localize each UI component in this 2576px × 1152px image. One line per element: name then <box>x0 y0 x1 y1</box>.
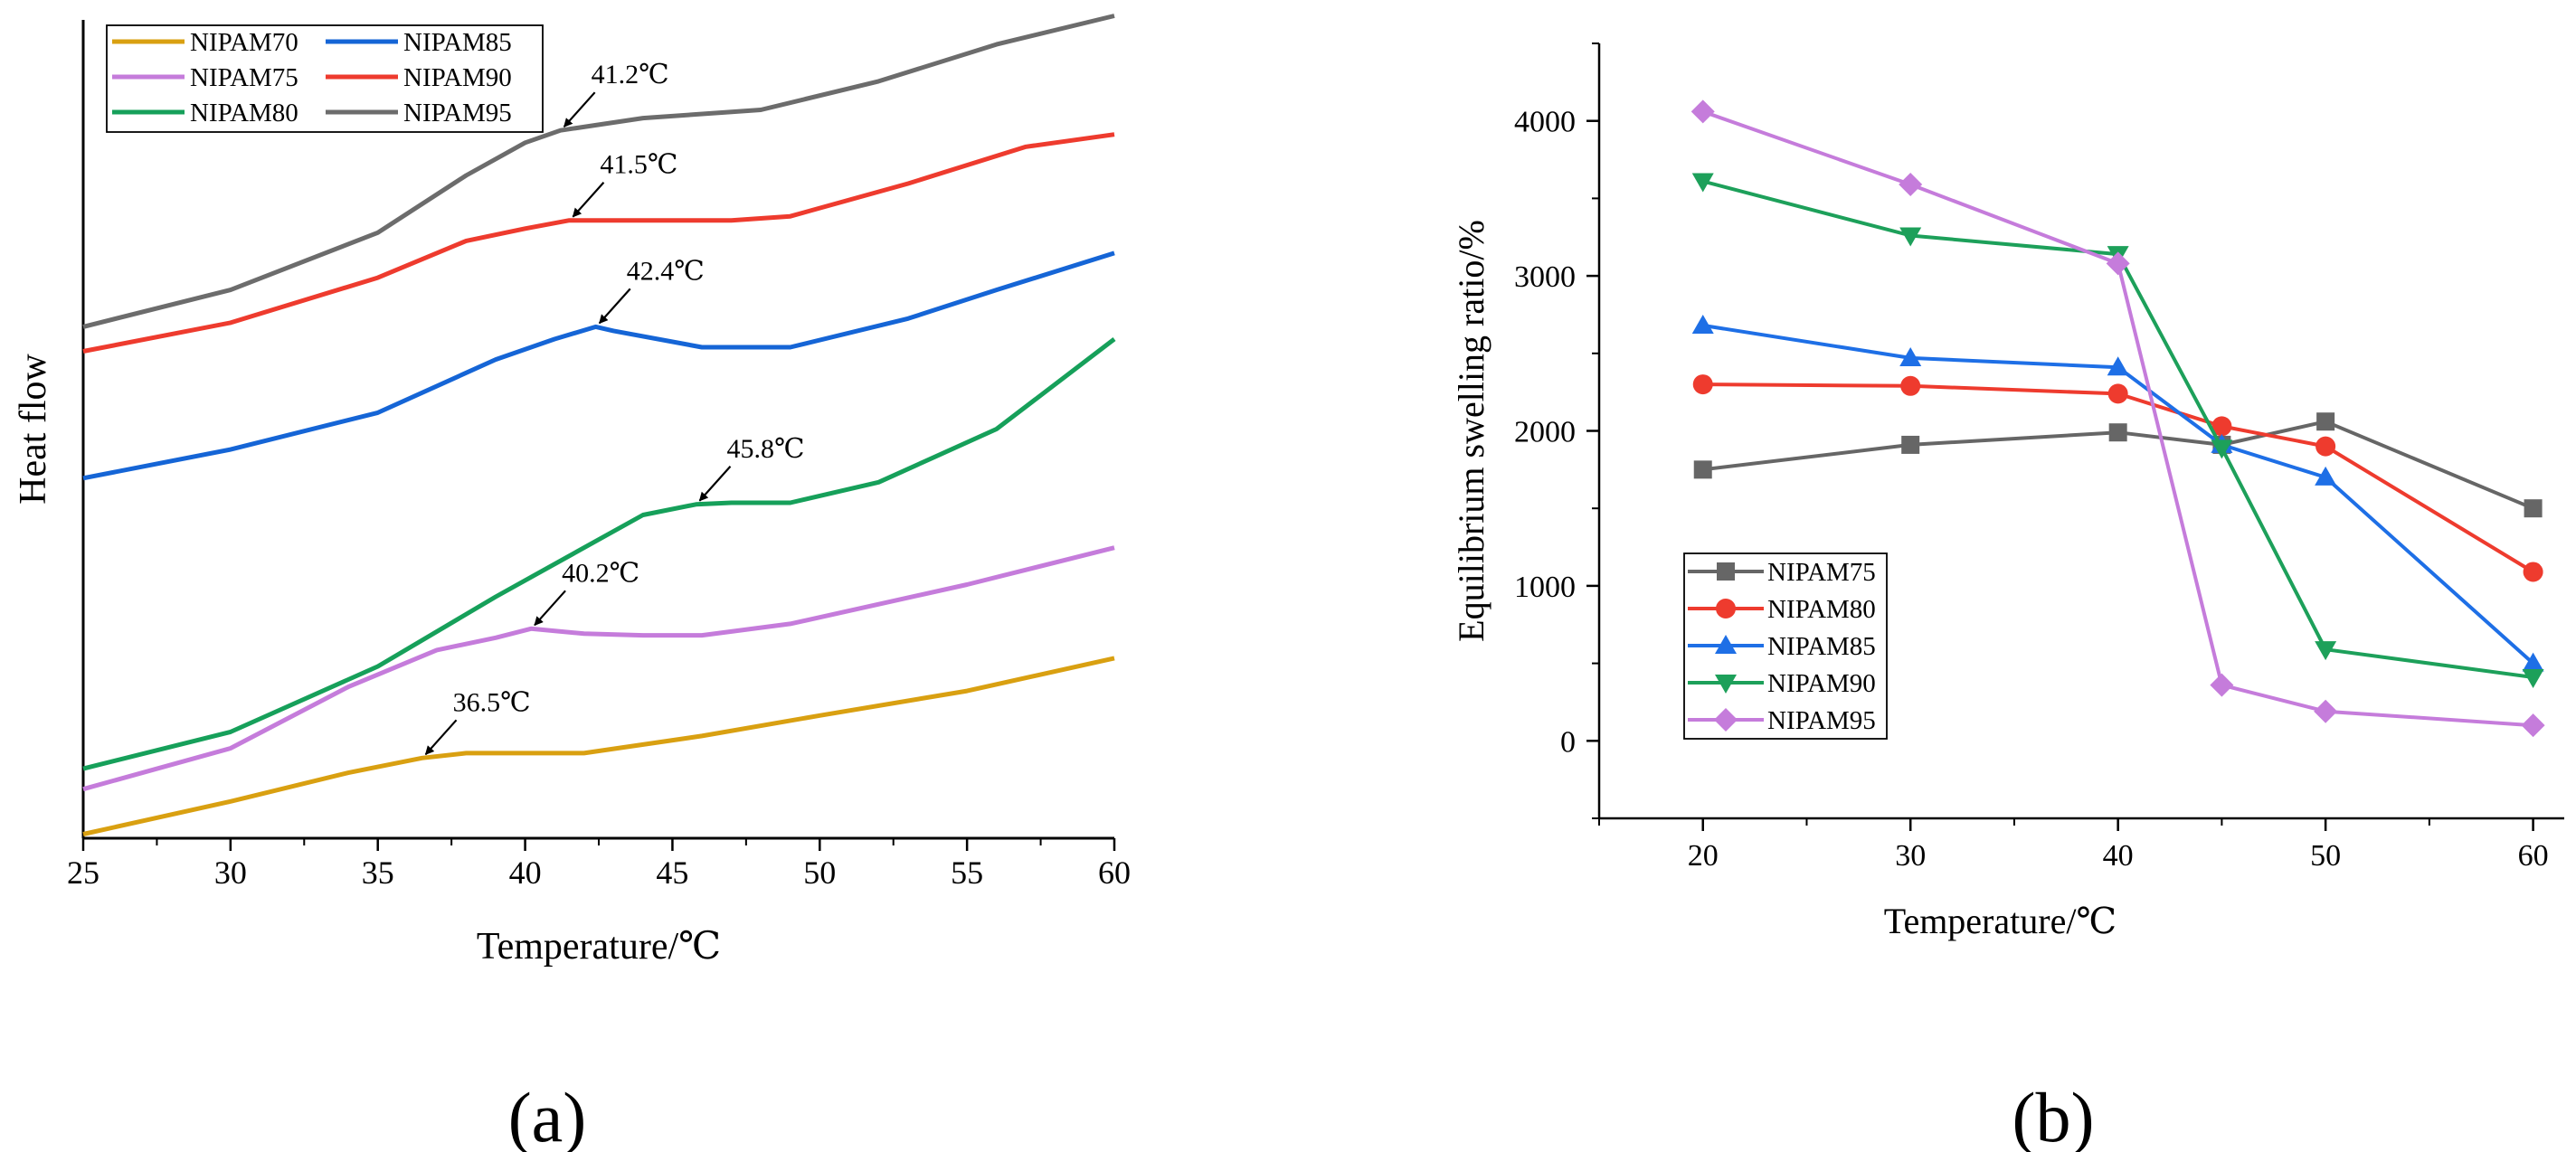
annotation-label: 40.2℃ <box>562 558 639 588</box>
legend-b-marker-NIPAM90 <box>1715 675 1737 694</box>
x-axis-label-a: Temperature/℃ <box>477 926 721 968</box>
legend-b-label-NIPAM75: NIPAM75 <box>1767 558 1876 587</box>
x-tick-label-a: 45 <box>656 855 688 891</box>
x-tick-label-a: 55 <box>951 855 983 891</box>
series-line-NIPAM95 <box>82 14 1115 329</box>
legend-label-NIPAM70: NIPAM70 <box>190 28 298 57</box>
data-point-b-NIPAM95 <box>1899 172 1923 196</box>
series-line-NIPAM80 <box>82 337 1116 771</box>
legend-label-NIPAM95: NIPAM95 <box>403 99 512 127</box>
series-line-NIPAM85 <box>82 250 1115 481</box>
y-tick-label-b: 4000 <box>1514 106 1576 139</box>
legend-b-marker-NIPAM95 <box>1714 708 1738 732</box>
data-point-b-NIPAM85 <box>2107 356 2129 376</box>
series-line-b-NIPAM85 <box>1702 323 2534 666</box>
data-point-b-NIPAM95 <box>2314 699 2338 723</box>
legend-label-NIPAM85: NIPAM85 <box>403 28 512 57</box>
series-line-b-NIPAM75 <box>1702 420 2534 511</box>
data-point-b-NIPAM95 <box>2106 251 2130 276</box>
panel-label-b: (b) <box>2012 1078 2095 1152</box>
data-point-b-NIPAM85 <box>1691 314 1714 334</box>
data-point-b-NIPAM75 <box>2108 423 2127 442</box>
data-point-b-NIPAM85 <box>1899 346 1922 366</box>
legend-b: NIPAM75 NIPAM80 NIPAM85 NIPAM90 NIPAM95 <box>1683 552 1888 740</box>
data-point-b-NIPAM75 <box>2316 412 2335 431</box>
annotation-arrow <box>424 719 458 756</box>
data-point-b-NIPAM95 <box>2210 673 2234 697</box>
data-point-b-NIPAM90 <box>1899 227 1922 247</box>
y-tick-label-b: 3000 <box>1514 260 1576 294</box>
data-point-b-NIPAM95 <box>1690 99 1715 124</box>
x-tick-label-a: 25 <box>67 855 99 891</box>
legend-label-NIPAM75: NIPAM75 <box>190 63 298 92</box>
legend-b-marker-NIPAM85 <box>1715 635 1737 654</box>
data-point-b-NIPAM75 <box>1901 435 1920 454</box>
data-point-b-NIPAM80 <box>2316 436 2336 457</box>
panel-a-heat-flow-chart: 25 30 35 40 45 50 55 60 Temperature/℃ Heat flow 36… <box>13 14 1131 968</box>
data-point-b-NIPAM90 <box>2315 641 2337 661</box>
data-point-b-NIPAM75 <box>2524 499 2543 518</box>
y-axis-label-a: Heat flow <box>13 353 54 504</box>
data-point-b-NIPAM75 <box>1693 460 1712 479</box>
data-point-b-NIPAM90 <box>2211 439 2233 459</box>
data-point-b-NIPAM85 <box>2315 466 2337 486</box>
x-tick-label-b: 50 <box>2310 839 2341 873</box>
annotation-arrow <box>534 590 566 627</box>
x-tick-label-a: 50 <box>803 855 836 891</box>
annotation-label: 42.4℃ <box>627 256 705 286</box>
legend-b-label-NIPAM85: NIPAM85 <box>1767 632 1876 661</box>
data-point-b-NIPAM85 <box>2522 652 2544 672</box>
series-line-b-NIPAM80 <box>1702 382 2534 574</box>
legend-label-NIPAM90: NIPAM90 <box>403 63 512 92</box>
legend-b-marker-NIPAM75 <box>1717 562 1735 581</box>
annotation-arrow <box>563 91 596 127</box>
legend-b-label-NIPAM80: NIPAM80 <box>1767 595 1876 624</box>
x-tick-label-b: 20 <box>1688 839 1719 873</box>
x-tick-label-b: 60 <box>2518 839 2549 873</box>
data-point-b-NIPAM80 <box>2107 383 2128 404</box>
annotation-label: 45.8℃ <box>726 434 804 464</box>
legend-a: NIPAM70 NIPAM85 NIPAM75 NIPAM90 NIPAM80 NIPAM… <box>106 24 544 133</box>
data-point-b-NIPAM90 <box>2522 669 2544 689</box>
x-tick-label-b: 30 <box>1895 839 1926 873</box>
annotation-arrow <box>598 288 631 325</box>
x-axis-label-b: Temperature/℃ <box>1884 901 2117 941</box>
series-line-NIPAM75 <box>82 545 1115 792</box>
legend-label-NIPAM80: NIPAM80 <box>190 99 298 127</box>
data-point-b-NIPAM80 <box>1692 374 1713 395</box>
legend-b-label-NIPAM95: NIPAM95 <box>1767 706 1876 735</box>
series-line-b-NIPAM90 <box>1702 179 2533 679</box>
data-point-b-NIPAM90 <box>1691 173 1714 193</box>
x-tick-label-a: 60 <box>1098 855 1131 891</box>
data-point-b-NIPAM80 <box>1900 375 1921 396</box>
y-tick-label-b: 1000 <box>1514 571 1576 604</box>
data-point-b-NIPAM80 <box>2211 416 2232 437</box>
y-tick-label-b: 0 <box>1560 725 1576 759</box>
legend-b-label-NIPAM90: NIPAM90 <box>1767 669 1876 698</box>
annotation-label: 41.5℃ <box>600 150 677 180</box>
panel-b-swelling-ratio-chart: 0 1000 2000 3000 4000 20 30 40 50 60 Temperature/℃… <box>1451 42 2564 941</box>
annotation-label: 41.2℃ <box>592 60 669 90</box>
series-line-NIPAM90 <box>82 132 1115 354</box>
data-point-b-NIPAM95 <box>2521 713 2545 738</box>
data-point-b-NIPAM80 <box>2523 562 2543 582</box>
x-tick-label-b: 40 <box>2103 839 2134 873</box>
x-tick-label-a: 40 <box>509 855 542 891</box>
x-tick-label-a: 35 <box>362 855 394 891</box>
legend-b-marker-NIPAM80 <box>1716 599 1736 618</box>
series-line-b-NIPAM95 <box>1702 109 2533 728</box>
annotation-arrow <box>698 466 732 502</box>
annotation-label: 36.5℃ <box>453 687 531 717</box>
panel-label-a: (a) <box>508 1078 587 1152</box>
series-line-NIPAM70 <box>82 656 1115 836</box>
y-axis-label-b: Equilibrium swelling ratio/% <box>1451 220 1492 642</box>
x-tick-label-a: 30 <box>214 855 247 891</box>
y-tick-label-b: 2000 <box>1514 416 1576 449</box>
annotation-arrow <box>572 181 605 218</box>
